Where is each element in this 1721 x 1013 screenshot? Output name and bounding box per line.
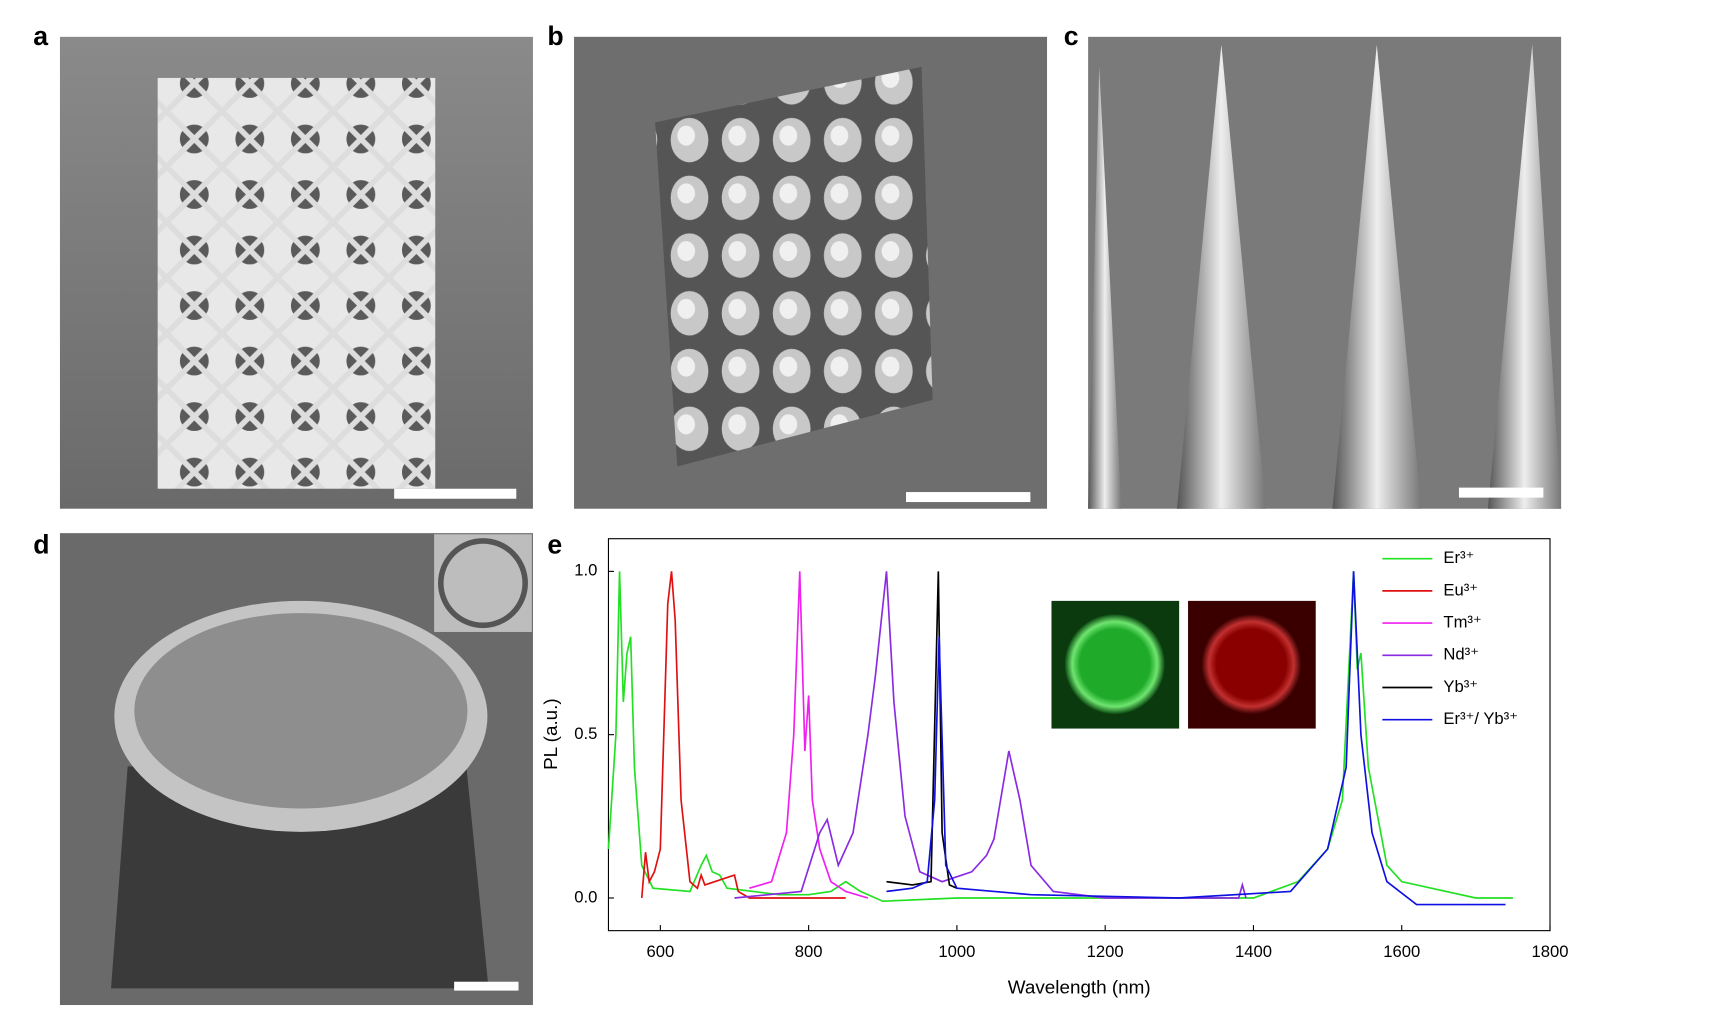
y-tick-label: 0.0 bbox=[574, 887, 597, 906]
scale-bar bbox=[1458, 487, 1544, 498]
y-tick-label: 0.5 bbox=[574, 724, 597, 743]
panel-label: c bbox=[1064, 21, 1079, 51]
scale-bar bbox=[906, 492, 1031, 503]
series-line bbox=[886, 571, 958, 889]
legend-label: Tm³⁺ bbox=[1443, 612, 1481, 631]
panel-label: b bbox=[547, 21, 563, 51]
sem-image-d bbox=[59, 533, 533, 1006]
sem-image-b bbox=[574, 36, 1048, 509]
panel-label: d bbox=[33, 530, 49, 560]
plot-frame bbox=[607, 538, 1551, 932]
inset-green-disk bbox=[1064, 614, 1165, 715]
x-tick-label: 600 bbox=[646, 942, 674, 961]
x-tick-label: 1200 bbox=[1087, 942, 1124, 961]
panel-label: a bbox=[33, 21, 48, 51]
x-axis-label: Wavelength (nm) bbox=[1008, 976, 1151, 997]
series-line bbox=[640, 571, 846, 899]
sem-image-c bbox=[1088, 36, 1562, 509]
x-tick-label: 1400 bbox=[1235, 942, 1272, 961]
y-tick-label: 1.0 bbox=[574, 561, 597, 580]
y-axis-label: PL (a.u.) bbox=[540, 698, 561, 770]
x-tick-label: 1000 bbox=[938, 942, 975, 961]
x-tick-label: 800 bbox=[795, 942, 823, 961]
legend-label: Er³⁺ bbox=[1443, 548, 1474, 567]
inset-red-disk bbox=[1201, 614, 1302, 715]
legend-label: Nd³⁺ bbox=[1443, 645, 1479, 664]
scale-bar bbox=[454, 981, 519, 991]
series-line bbox=[886, 571, 1506, 906]
legend-label: Eu³⁺ bbox=[1443, 580, 1478, 599]
series-line bbox=[749, 571, 869, 899]
scale-bar bbox=[394, 488, 517, 499]
legend-label: Er³⁺/ Yb³⁺ bbox=[1443, 709, 1518, 728]
x-tick-label: 1800 bbox=[1531, 942, 1568, 961]
panel-label: e bbox=[547, 530, 562, 560]
legend-label: Yb³⁺ bbox=[1443, 677, 1478, 696]
x-tick-label: 1600 bbox=[1383, 942, 1420, 961]
sem-image-a bbox=[59, 36, 533, 509]
